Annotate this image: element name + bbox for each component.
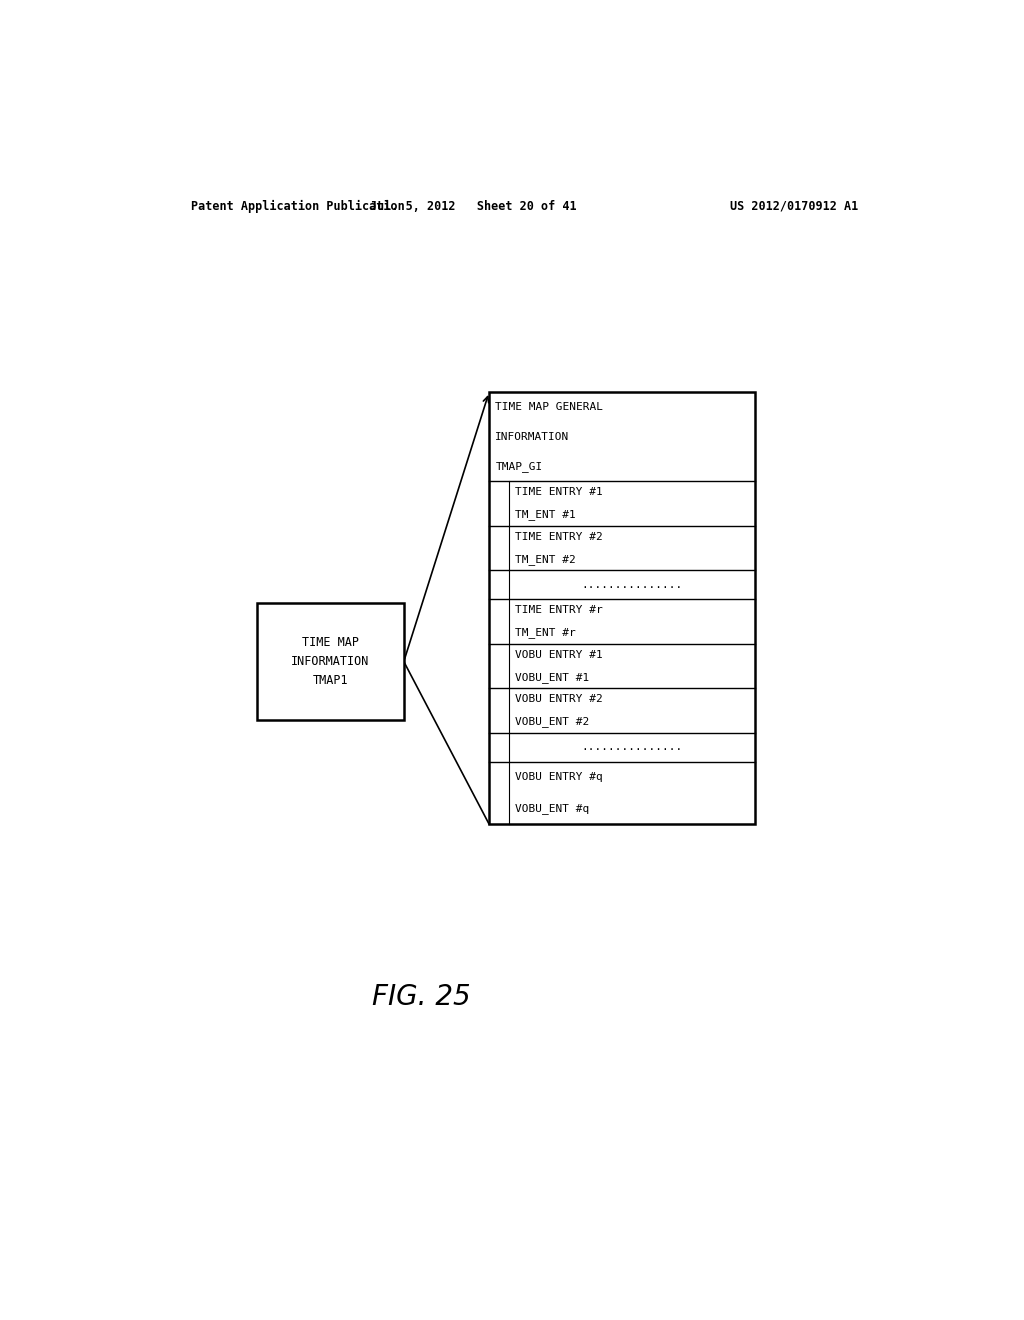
Text: TM_ENT #1: TM_ENT #1	[515, 510, 577, 520]
Text: INFORMATION: INFORMATION	[496, 432, 569, 442]
Text: Jul. 5, 2012   Sheet 20 of 41: Jul. 5, 2012 Sheet 20 of 41	[370, 199, 577, 213]
Text: TIME ENTRY #r: TIME ENTRY #r	[515, 605, 603, 615]
Text: VOBU_ENT #1: VOBU_ENT #1	[515, 672, 590, 682]
Text: VOBU ENTRY #2: VOBU ENTRY #2	[515, 694, 603, 705]
Text: TM_ENT #2: TM_ENT #2	[515, 553, 577, 565]
Text: VOBU_ENT #q: VOBU_ENT #q	[515, 803, 590, 814]
Text: TIME MAP
INFORMATION
TMAP1: TIME MAP INFORMATION TMAP1	[291, 636, 370, 686]
Text: ...............: ...............	[582, 579, 683, 590]
Text: ...............: ...............	[582, 742, 683, 752]
Text: TIME ENTRY #2: TIME ENTRY #2	[515, 532, 603, 541]
Text: Patent Application Publication: Patent Application Publication	[191, 199, 406, 213]
Text: TMAP_GI: TMAP_GI	[496, 461, 543, 471]
Text: VOBU ENTRY #1: VOBU ENTRY #1	[515, 649, 603, 660]
Text: TIME ENTRY #1: TIME ENTRY #1	[515, 487, 603, 498]
Bar	[489, 392, 755, 824]
Text: TIME MAP GENERAL: TIME MAP GENERAL	[496, 403, 603, 412]
Text: US 2012/0170912 A1: US 2012/0170912 A1	[730, 199, 858, 213]
Text: FIG. 25: FIG. 25	[373, 983, 471, 1011]
Text: VOBU_ENT #2: VOBU_ENT #2	[515, 717, 590, 727]
Text: VOBU ENTRY #q: VOBU ENTRY #q	[515, 772, 603, 783]
Text: TM_ENT #r: TM_ENT #r	[515, 627, 577, 638]
Bar	[257, 603, 403, 719]
